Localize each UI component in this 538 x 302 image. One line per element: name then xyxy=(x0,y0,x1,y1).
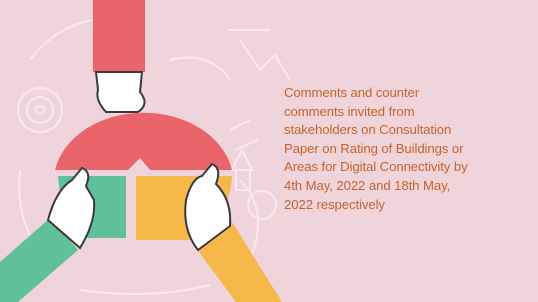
banner: Comments and countercomments invited fro… xyxy=(0,0,538,302)
top-sleeve xyxy=(93,0,145,72)
caption-line: 4th May, 2022 and 18th May, xyxy=(284,177,538,196)
caption-line: 2022 respectively xyxy=(284,196,538,215)
top-hand xyxy=(96,72,145,112)
caption-line: comments invited from xyxy=(284,103,538,122)
caption-line: Paper on Rating of Buildings or xyxy=(284,140,538,159)
caption-line: Comments and counter xyxy=(284,84,538,103)
red-piece xyxy=(55,113,232,170)
caption-line: stakeholders on Consultation xyxy=(284,121,538,140)
caption-line: Areas for Digital Connectivity by xyxy=(284,158,538,177)
